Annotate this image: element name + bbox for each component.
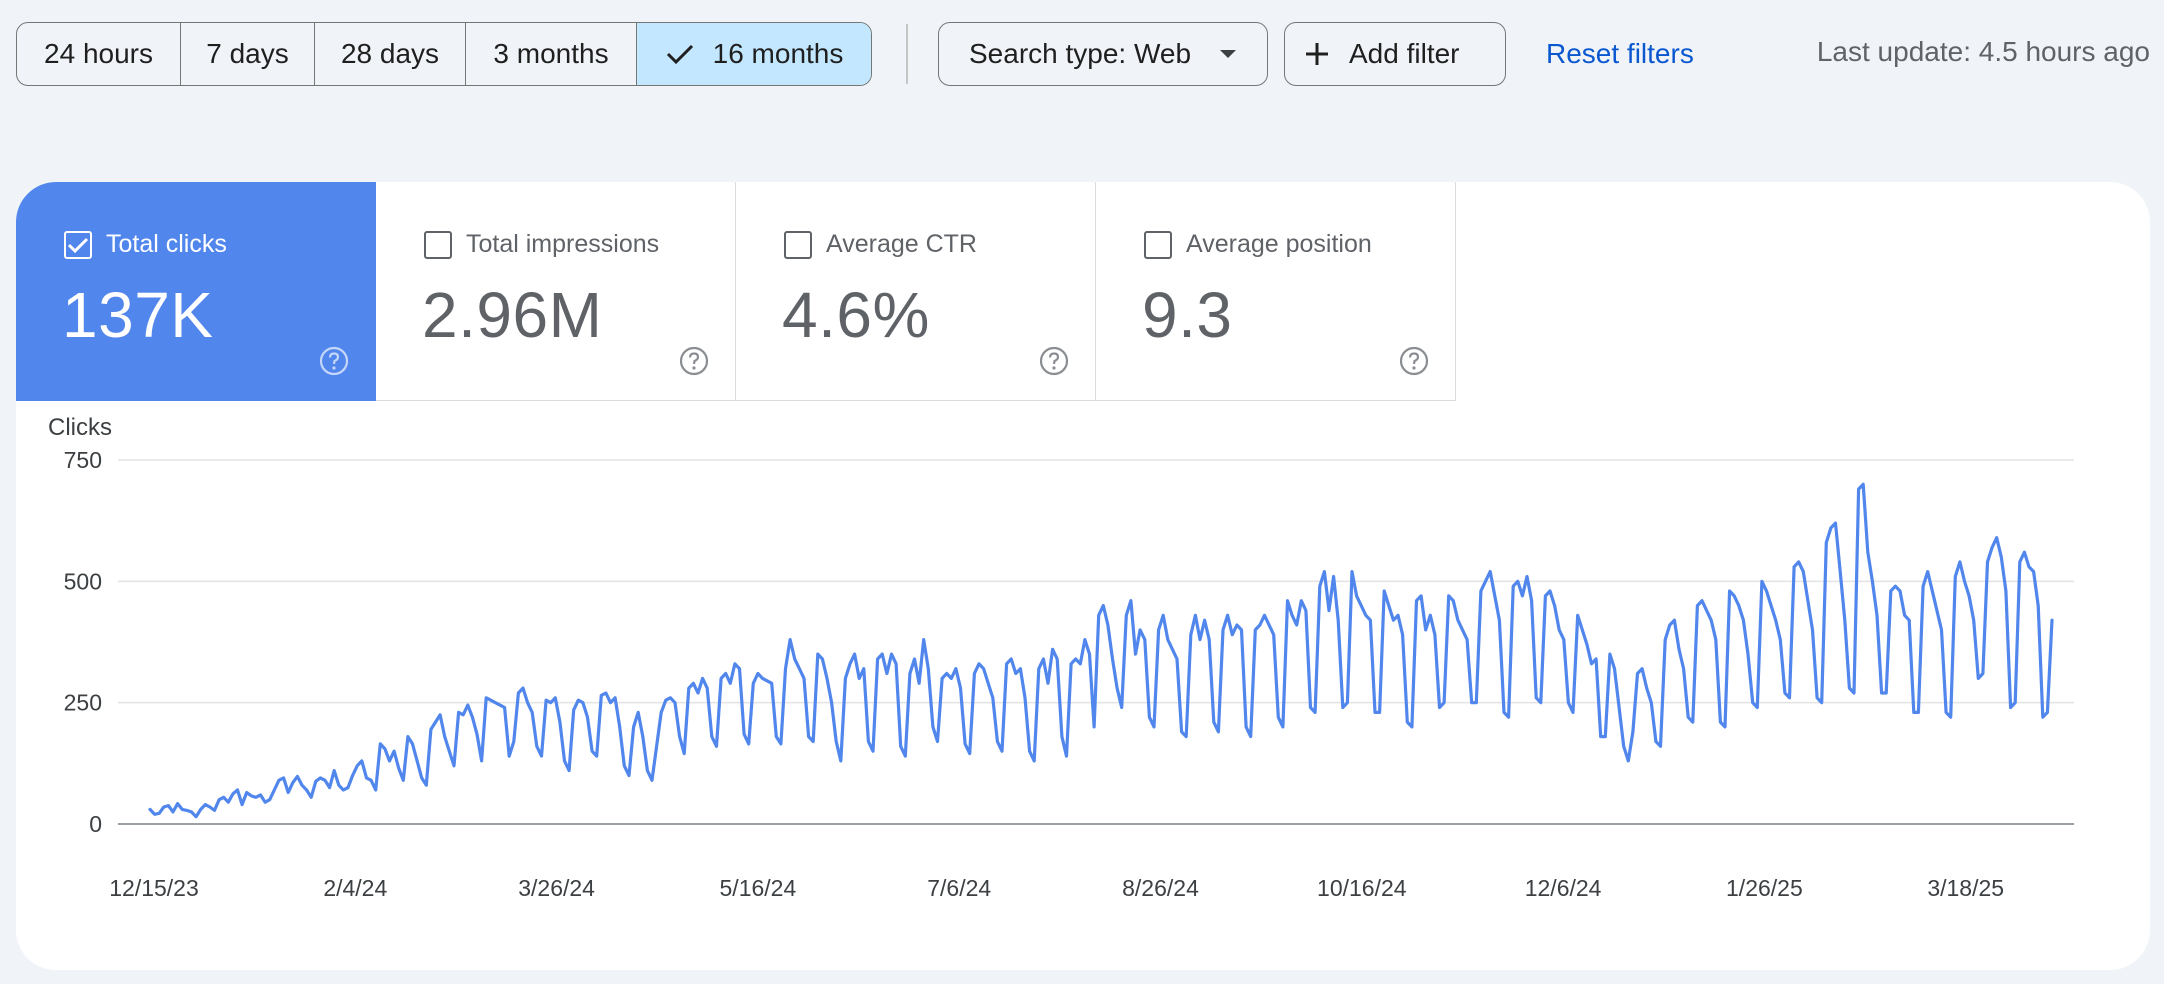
x-tick-label: 12/15/23 [109,875,199,901]
range-16-months-button[interactable]: 16 months [637,23,871,85]
range-label: 28 days [340,38,440,69]
search-type-dropdown[interactable]: Search type: Web [938,22,1268,86]
y-tick-label: 250 [64,690,102,716]
y-axis-title: Clicks [48,414,112,441]
metric-tabs: Total clicks 137K Total impressions 2.96… [16,182,2150,401]
clicks-series-line [148,482,2054,819]
add-filter-button[interactable]: Add filter [1284,22,1506,86]
range-label: 3 months [493,38,609,69]
x-tick-label: 1/26/25 [1726,875,1803,901]
x-tick-label: 2/4/24 [323,875,387,901]
checkbox-unchecked-icon[interactable] [784,230,812,259]
range-label: 16 months [712,38,844,69]
range-3-months-button[interactable]: 3 months [466,23,637,85]
reset-filters-link[interactable]: Reset filters [1546,38,1694,69]
plus-icon [1303,40,1331,68]
x-tick-label: 7/6/24 [927,875,991,901]
help-icon[interactable] [319,346,349,376]
y-tick-label: 0 [89,811,102,837]
range-24-hours-button[interactable]: 24 hours [17,23,181,85]
y-tick-label: 500 [64,568,102,594]
last-update-text: Last update: 4.5 hours ago [1816,36,2150,67]
x-tick-label: 3/18/25 [1927,875,2004,901]
checkbox-unchecked-icon[interactable] [424,230,452,259]
performance-card: Total clicks 137K Total impressions 2.96… [16,182,2150,970]
metric-total-clicks[interactable]: Total clicks 137K [16,182,376,401]
range-28-days-button[interactable]: 28 days [315,23,466,85]
metric-value: 137K [62,279,214,351]
clicks-chart-svg: Clicks 0 250 500 750 12/15/23 2/4/24 3/26/24 5/1… [48,414,2074,901]
x-tick-label: 5/16/24 [720,875,797,901]
add-filter-label: Add filter [1349,38,1460,69]
metric-value: 4.6% [782,279,930,351]
clicks-chart: Clicks 0 250 500 750 12/15/23 2/4/24 3/26/24 5/1… [16,401,2150,970]
metric-header: Average position [1144,230,1372,259]
metric-label: Total impressions [466,230,660,258]
dropdown-arrow-icon [1219,49,1237,59]
help-icon[interactable] [1399,346,1429,376]
filter-bar: 24 hours 7 days 28 days 3 months 16 mont… [16,22,1694,86]
metric-header: Total clicks [64,230,227,259]
checkbox-unchecked-icon[interactable] [1144,230,1172,259]
range-label: 24 hours [44,38,153,69]
divider [906,24,908,84]
x-tick-label: 8/26/24 [1122,875,1199,901]
range-label: 7 days [206,38,289,69]
metric-header: Total impressions [424,230,659,259]
range-7-days-button[interactable]: 7 days [181,23,315,85]
metric-value: 9.3 [1142,279,1233,351]
x-tick-label: 3/26/24 [518,875,595,901]
date-range-selector: 24 hours 7 days 28 days 3 months 16 mont… [16,22,872,86]
metric-label: Average CTR [826,230,977,258]
help-icon[interactable] [679,346,709,376]
metric-label: Average position [1186,230,1372,258]
metric-total-impressions[interactable]: Total impressions 2.96M [376,182,736,401]
metric-label: Total clicks [106,230,227,258]
metric-average-position[interactable]: Average position 9.3 [1096,182,1456,401]
y-tick-label: 750 [64,447,102,473]
metric-header: Average CTR [784,230,977,259]
checkbox-checked-icon[interactable] [64,230,92,259]
x-tick-label: 10/16/24 [1317,875,1407,901]
check-icon [665,42,695,66]
metric-average-ctr[interactable]: Average CTR 4.6% [736,182,1096,401]
search-type-label: Search type: Web [969,38,1192,69]
metric-value: 2.96M [422,279,603,351]
help-icon[interactable] [1039,346,1069,376]
x-tick-label: 12/6/24 [1525,875,1602,901]
